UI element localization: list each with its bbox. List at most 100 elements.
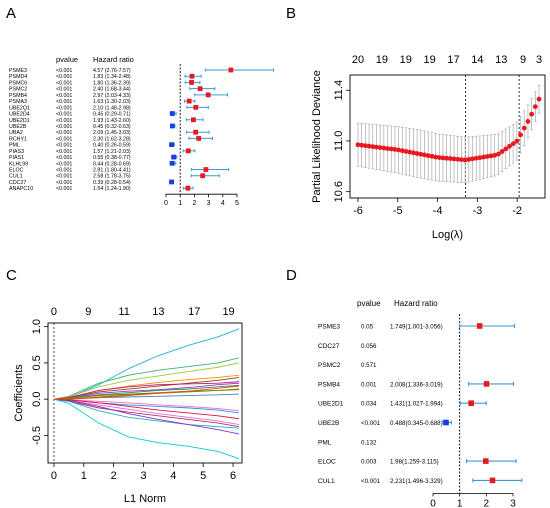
deviance-point xyxy=(388,146,394,152)
hr-label: 2.231(1.496-3.329) xyxy=(390,478,443,485)
hr-label: 1.80 (1.36-2.39) xyxy=(93,80,131,86)
deviance-point xyxy=(447,156,453,161)
pvalue-label: <0.001 xyxy=(56,155,72,161)
panel-c-coefficient-paths: 0 1 2 3 4 5 6 -0.5 0.0 0.5 1.0 0 9 11 13 17 19 L1 Norm Coe… xyxy=(13,306,243,505)
y-tick-label: 11.0 xyxy=(333,131,345,152)
y-tick-label: 1.0 xyxy=(31,319,43,334)
hr-marker xyxy=(169,160,175,166)
deviance-point xyxy=(532,104,538,110)
col-header-hazard-ratio: Hazard ratio xyxy=(93,55,134,64)
hr-marker xyxy=(193,104,199,110)
hr-label: 1.431(1.027-1.994) xyxy=(390,401,443,408)
x-axis-title: L1 Norm xyxy=(124,493,166,505)
deviance-point xyxy=(422,152,427,158)
x-tick-label: 0 xyxy=(164,200,168,207)
hr-marker xyxy=(185,148,191,154)
coefficient-path xyxy=(53,385,240,400)
gene-label: UBE2B xyxy=(318,420,339,427)
hr-label: 4.57 (2.76-7.57) xyxy=(93,68,131,74)
x-tick-label: 1 xyxy=(81,470,87,482)
pvalue-label: <0.001 xyxy=(56,174,72,180)
gene-label: CDC27 xyxy=(318,343,340,350)
deviance-point xyxy=(495,151,501,157)
deviance-point xyxy=(377,145,383,150)
gene-label: UBA2 xyxy=(9,130,23,136)
pvalue-label: 0.571 xyxy=(361,362,377,369)
coefficient-path xyxy=(53,381,240,400)
col-header-pvalue: pvalue xyxy=(56,55,78,64)
pvalue-label: <0.001 xyxy=(56,93,72,99)
hr-label: 2.008(1.336-3.019) xyxy=(390,381,443,388)
panel-d-multivariate-forest: pvalue Hazard ratio PSME3 0.05 1.749(1.001-3… xyxy=(318,299,523,508)
gene-label: UBE2D1 xyxy=(9,118,30,124)
top-tick-label: 17 xyxy=(188,306,200,318)
hr-marker xyxy=(193,129,199,135)
deviance-point xyxy=(410,150,416,156)
x-tick-label: 3 xyxy=(140,470,146,482)
hr-marker xyxy=(196,136,202,141)
x-tick-label: -6 xyxy=(353,205,363,217)
hr-marker xyxy=(169,111,175,116)
coefficient-path xyxy=(53,362,240,400)
deviance-point xyxy=(510,141,516,147)
top-tick-label: 0 xyxy=(51,306,57,318)
hr-marker xyxy=(203,167,209,172)
hr-marker xyxy=(169,123,175,129)
hr-marker xyxy=(171,154,177,160)
coefficient-path xyxy=(53,398,240,435)
hr-label: 2.81 (1.80-4.41) xyxy=(93,168,131,174)
pvalue-label: 0.001 xyxy=(361,381,377,388)
gene-label: PSMC2 xyxy=(318,362,341,369)
y-tick-label: -0.5 xyxy=(31,426,43,445)
coefficient-path xyxy=(53,357,240,400)
coefficient-path xyxy=(53,389,240,400)
hr-marker xyxy=(197,86,203,92)
y-axis-title: Coefficients xyxy=(13,364,25,422)
deviance-point xyxy=(525,119,531,124)
deviance-point xyxy=(381,145,387,151)
top-tick-label: 17 xyxy=(447,54,459,66)
hr-label: 1.57 (1.21-2.03) xyxy=(93,149,131,155)
hr-marker xyxy=(205,92,211,98)
coefficient-path xyxy=(53,398,240,420)
top-tick-label: 9 xyxy=(520,54,526,66)
y-tick-label: 0.5 xyxy=(31,355,43,370)
hr-label: 0.45 (0.29-0.71) xyxy=(93,112,131,118)
deviance-point xyxy=(444,155,450,161)
deviance-point xyxy=(403,148,409,154)
x-tick-label: -4 xyxy=(433,205,443,217)
panel-label-a: A xyxy=(6,5,16,22)
pvalue-label: <0.001 xyxy=(361,478,381,485)
pvalue-label: <0.001 xyxy=(56,186,72,192)
hr-marker xyxy=(483,381,490,387)
top-tick-label: 20 xyxy=(352,54,364,66)
hr-marker xyxy=(228,67,234,73)
deviance-point xyxy=(462,157,468,163)
col-header-hazard-ratio: Hazard ratio xyxy=(394,299,438,308)
deviance-point xyxy=(399,148,405,154)
hr-label: 1.63 (1.30-2.03) xyxy=(93,99,131,105)
deviance-point xyxy=(425,153,431,159)
gene-label: PSMC6 xyxy=(9,80,27,86)
x-tick-label: 2 xyxy=(192,200,196,207)
deviance-point xyxy=(470,156,475,162)
pvalue-label: 0.132 xyxy=(361,439,377,446)
gene-label: CUL1 xyxy=(9,174,23,180)
pvalue-label: <0.001 xyxy=(361,420,381,427)
deviance-point xyxy=(514,138,520,144)
x-tick-label: 1 xyxy=(178,200,182,207)
coefficient-path xyxy=(53,398,240,460)
x-tick-label: 0 xyxy=(51,470,57,482)
x-tick-label: 4 xyxy=(170,470,176,482)
deviance-point xyxy=(529,111,535,117)
deviance-point xyxy=(374,144,379,150)
gene-label: PIAS1 xyxy=(9,155,24,161)
gene-label: UBE2D1 xyxy=(318,401,344,408)
hr-label: 2.97 (2.03-4.33) xyxy=(93,93,131,99)
gene-label: PSMC2 xyxy=(9,87,27,93)
deviance-point xyxy=(414,151,420,156)
gene-label: CUL1 xyxy=(318,478,335,485)
pvalue-label: <0.001 xyxy=(56,180,72,186)
plot-frame xyxy=(47,322,243,464)
top-tick-label: 11 xyxy=(118,306,129,318)
